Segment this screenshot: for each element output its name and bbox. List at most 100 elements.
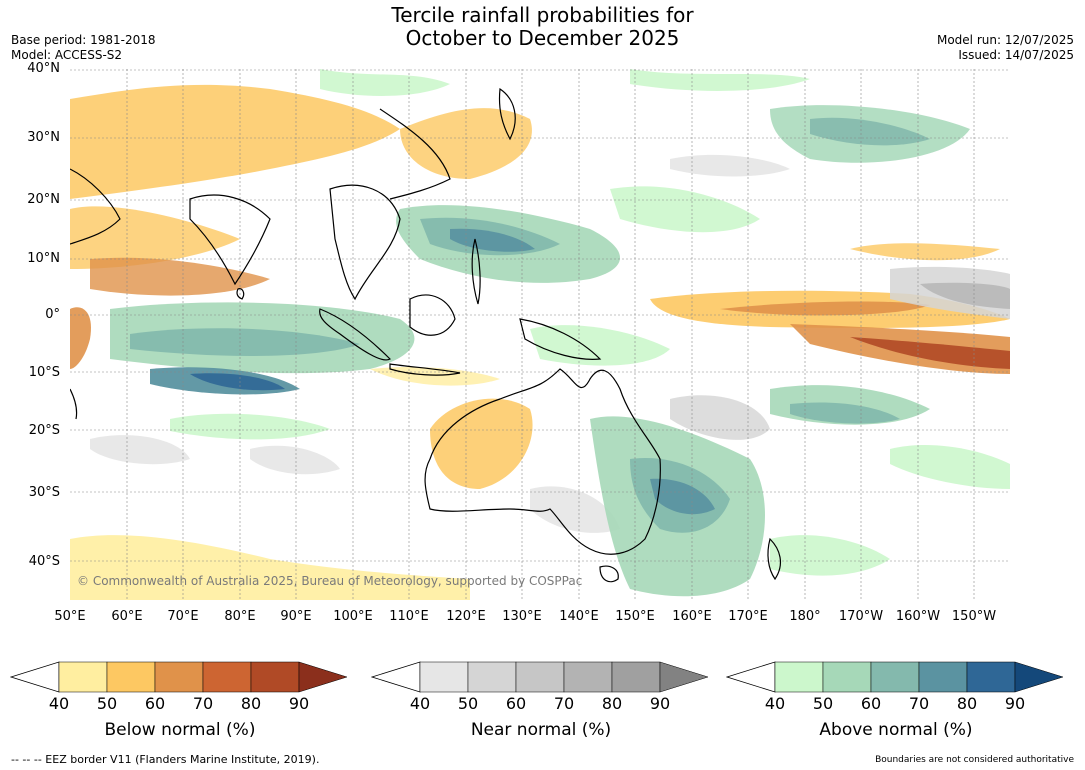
- lon-label-60e: 60°E: [111, 609, 143, 624]
- colorbar-above-swatches: [726, 661, 1064, 693]
- near-tick-60: 60: [505, 694, 527, 713]
- below-tick-40: 40: [48, 694, 70, 713]
- below-tick-50: 50: [96, 694, 118, 713]
- lon-label-150e: 150°E: [615, 609, 655, 624]
- near-normal-label: Near normal (%): [470, 720, 612, 740]
- above-tick-40: 40: [764, 694, 786, 713]
- colorbar-swatch: [966, 661, 1016, 693]
- coastlines: [70, 87, 782, 583]
- above-normal-label: Above normal (%): [819, 720, 973, 740]
- lat-label-20s: 20°S: [28, 423, 60, 438]
- colorbar-swatch: [774, 661, 824, 693]
- lat-label-30n: 30°N: [27, 130, 60, 145]
- lon-label-50e: 50°E: [54, 609, 86, 624]
- meta-right: Model run: 12/07/2025 Issued: 14/07/2025: [937, 33, 1074, 63]
- copyright-text: © Commonwealth of Australia 2025, Bureau…: [77, 574, 582, 588]
- issued-text: Issued: 14/07/2025: [958, 48, 1074, 62]
- lat-label-0: 0°: [45, 307, 60, 322]
- india-coastline: [189, 194, 271, 286]
- colorbar-swatch: [1014, 661, 1064, 693]
- lat-label-40s: 40°S: [28, 554, 60, 569]
- above-tick-80: 80: [956, 694, 978, 713]
- title-line-2: October to December 2025: [405, 26, 680, 50]
- lon-label-160e: 160°E: [672, 609, 712, 624]
- colorbar-swatch: [563, 661, 613, 693]
- near-tick-90: 90: [649, 694, 671, 713]
- lon-label-140e: 140°E: [559, 609, 599, 624]
- model-text: Model: ACCESS-S2: [11, 48, 123, 62]
- below-tick-90: 90: [288, 694, 310, 713]
- colorbar-swatch: [202, 661, 252, 693]
- new-guinea-coastline: [519, 318, 602, 360]
- lon-label-120e: 120°E: [446, 609, 486, 624]
- colorbar-swatch: [515, 661, 565, 693]
- lon-label-90e: 90°E: [280, 609, 312, 624]
- colorbar-swatch: [870, 661, 920, 693]
- above-tick-60: 60: [860, 694, 882, 713]
- colorbar-swatch: [298, 661, 348, 693]
- map-title: Tercile rainfall probabilities for Octob…: [0, 4, 1085, 50]
- near-tick-80: 80: [601, 694, 623, 713]
- sumatra-coastline: [319, 308, 391, 361]
- colorbar-swatch: [611, 661, 661, 693]
- model-run-text: Model run: 12/07/2025: [936, 33, 1074, 47]
- near-tick-50: 50: [457, 694, 479, 713]
- colorbar-swatch: [58, 661, 108, 693]
- above-tick-50: 50: [812, 694, 834, 713]
- boundaries-disclaimer: Boundaries are not considered authoritat…: [875, 755, 1074, 765]
- near-tick-40: 40: [409, 694, 431, 713]
- title-line-1: Tercile rainfall probabilities for: [391, 3, 694, 27]
- lon-label-70e: 70°E: [167, 609, 199, 624]
- colorbar-swatch: [822, 661, 872, 693]
- lon-label-160w: 160°W: [895, 609, 941, 624]
- base-period-text: Base period: 1981-2018: [11, 33, 156, 47]
- lat-label-10n: 10°N: [27, 251, 60, 266]
- colorbar-swatch: [154, 661, 204, 693]
- china-coastline: [379, 108, 451, 200]
- arabia-coastline: [70, 168, 121, 245]
- lat-label-30s: 30°S: [28, 485, 60, 500]
- lon-label-100e: 100°E: [333, 609, 373, 624]
- rainfall-probability-map[interactable]: © Commonwealth of Australia 2025, Bureau…: [70, 69, 1010, 600]
- colorbar-swatch: [467, 661, 517, 693]
- below-normal-label: Below normal (%): [104, 720, 256, 740]
- colorbar-swatch: [659, 661, 709, 693]
- borneo-coastline: [409, 294, 456, 336]
- eez-border-note: -- -- -- EEZ border V11 (Flanders Marine…: [11, 753, 320, 766]
- lon-label-110e: 110°E: [389, 609, 429, 624]
- lon-label-80e: 80°E: [224, 609, 256, 624]
- new-zealand-coastline: [767, 537, 782, 581]
- australia-coastline: [424, 368, 661, 555]
- lon-label-170w: 170°W: [838, 609, 884, 624]
- tasmania-coastline: [599, 565, 619, 583]
- lon-label-180: 180°: [789, 609, 821, 624]
- colorbar-near-swatches: [371, 661, 709, 693]
- sri-lanka-coastline: [236, 288, 245, 300]
- lat-label-20n: 20°N: [27, 192, 60, 207]
- lon-label-170e: 170°E: [728, 609, 768, 624]
- colorbar-swatch: [918, 661, 968, 693]
- below-tick-70: 70: [192, 694, 214, 713]
- lat-label-40n: 40°N: [27, 61, 60, 76]
- colorbar-swatch: [106, 661, 156, 693]
- graticule: [70, 69, 1010, 600]
- colorbar-swatch: [419, 661, 469, 693]
- near-tick-70: 70: [553, 694, 575, 713]
- japan-coastline: [498, 87, 516, 141]
- lon-label-130e: 130°E: [502, 609, 542, 624]
- colorbar-below-swatches: [10, 661, 348, 693]
- philippines-coastline: [471, 238, 481, 305]
- below-tick-60: 60: [144, 694, 166, 713]
- map-canvas: © Commonwealth of Australia 2025, Bureau…: [70, 69, 1010, 600]
- above-normal-regions: [110, 69, 1010, 597]
- above-tick-90: 90: [1004, 694, 1026, 713]
- colorbar-swatch: [250, 661, 300, 693]
- java-coastline: [389, 363, 461, 376]
- below-tick-80: 80: [240, 694, 262, 713]
- lat-label-10s: 10°S: [28, 365, 60, 380]
- near-normal-regions: [90, 154, 1010, 533]
- above-tick-70: 70: [908, 694, 930, 713]
- africa-coastline: [70, 388, 78, 420]
- indochina-coastline: [329, 184, 401, 301]
- lon-label-150w: 150°W: [951, 609, 997, 624]
